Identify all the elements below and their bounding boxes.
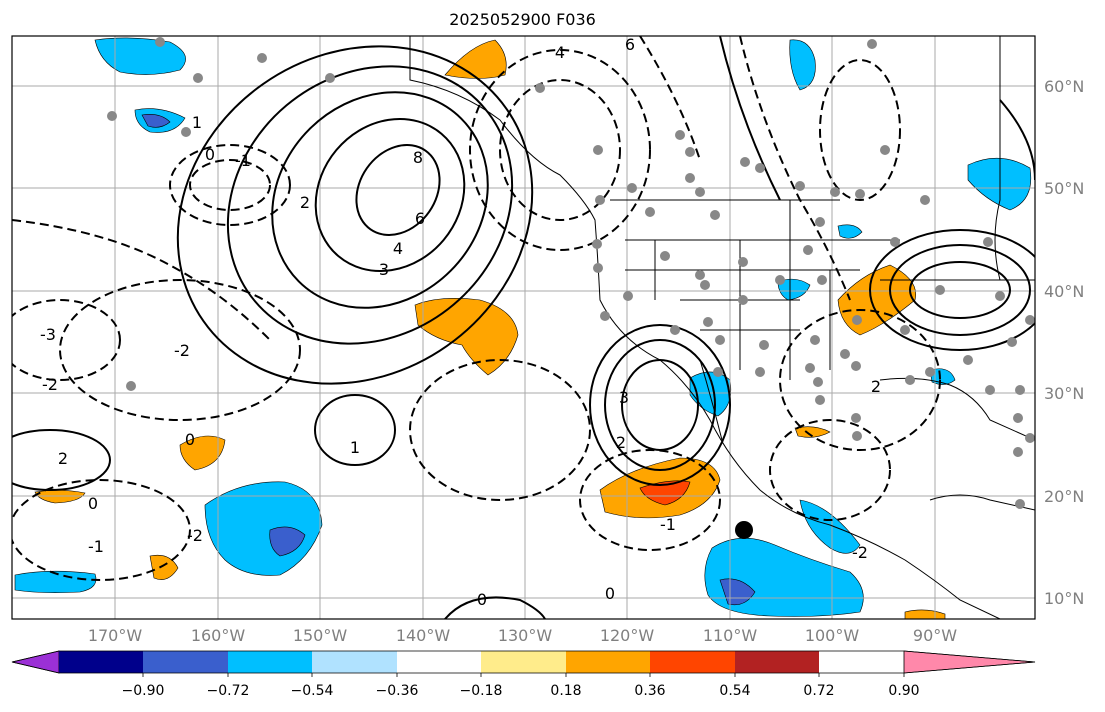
lon-label: 170°W bbox=[87, 626, 143, 645]
lat-label: 10°N bbox=[1044, 589, 1085, 608]
lon-label: 140°W bbox=[395, 626, 451, 645]
colorbar-extend-max bbox=[903, 650, 1036, 674]
shade-blue-central bbox=[777, 278, 811, 301]
colorbar-swatch bbox=[228, 651, 312, 673]
shade-orange-gulf bbox=[794, 426, 831, 438]
contour-label: 2 bbox=[616, 433, 626, 452]
lon-label: 100°W bbox=[804, 626, 860, 645]
colorbar-tick-label: −0.72 bbox=[206, 683, 250, 699]
contour-label: -2 bbox=[187, 526, 203, 545]
contour-label: 2 bbox=[300, 193, 310, 212]
contour-label: -1 bbox=[88, 537, 104, 556]
contour-label: 1 bbox=[192, 113, 202, 132]
colorbar-outline bbox=[11, 650, 1036, 674]
contour-label: 3 bbox=[619, 388, 629, 407]
colorbar-swatch bbox=[481, 651, 566, 673]
lat-label: 50°N bbox=[1044, 179, 1085, 198]
shade-blue-small-2 bbox=[929, 368, 956, 385]
contour-label: 2 bbox=[871, 377, 881, 396]
colorbar-tick-label: 0.54 bbox=[719, 683, 751, 699]
colorbar-tick-label: −0.54 bbox=[290, 683, 334, 699]
shade-orange-hawaii-1 bbox=[179, 435, 226, 471]
contour-label: 0 bbox=[205, 145, 215, 164]
colorbar-tick-label: −0.18 bbox=[459, 683, 503, 699]
contour-label: 6 bbox=[625, 35, 635, 54]
contour-label: 8 bbox=[413, 148, 423, 167]
contour-label: 0 bbox=[605, 584, 615, 603]
contour-label: -2 bbox=[852, 543, 868, 562]
map-title: 2025052900 F036 bbox=[449, 10, 596, 29]
colorbar-swatch bbox=[312, 651, 397, 673]
lon-label: 120°W bbox=[599, 626, 655, 645]
shade-blue-gulf bbox=[799, 499, 861, 554]
contour-label: 1 bbox=[350, 438, 360, 457]
colorbar-tick-label: 0.36 bbox=[634, 683, 666, 699]
solid-contours bbox=[12, 36, 1035, 619]
colorbar-tick-label: −0.36 bbox=[375, 683, 419, 699]
colorbar-swatch bbox=[566, 651, 650, 673]
colorbar-tick-label: −0.90 bbox=[121, 683, 165, 699]
colorbar-swatch bbox=[143, 651, 228, 673]
shade-purple-aleutian bbox=[141, 114, 171, 128]
shade-orange-central-pac bbox=[414, 298, 519, 376]
shade-purple-hawaii bbox=[269, 526, 306, 557]
shade-blue-east bbox=[967, 157, 1032, 211]
colorbar-swatch bbox=[735, 651, 819, 673]
colorbar-tick-label: 0.90 bbox=[888, 683, 920, 699]
dashed-contours bbox=[12, 36, 941, 581]
map-frame bbox=[11, 35, 1036, 620]
contour-label: -2 bbox=[174, 341, 190, 360]
shade-blue-canada bbox=[789, 39, 816, 91]
lon-label: 160°W bbox=[190, 626, 246, 645]
shade-blue-left-bottom bbox=[14, 570, 97, 593]
shade-blue-aleutian bbox=[94, 37, 186, 75]
graticule bbox=[12, 36, 1035, 619]
contour-label: -1 bbox=[235, 151, 251, 170]
lon-label: 110°W bbox=[702, 626, 758, 645]
storm-center-marker bbox=[735, 521, 753, 539]
contour-label: -3 bbox=[40, 325, 56, 344]
colorbar-swatch bbox=[397, 651, 481, 673]
contour-label: 4 bbox=[555, 43, 565, 62]
lon-label: 90°W bbox=[912, 626, 958, 645]
contour-label: -2 bbox=[42, 375, 58, 394]
colorbar-tick-label: 0.18 bbox=[550, 683, 582, 699]
contour-label: -1 bbox=[660, 515, 676, 534]
contour-label: 3 bbox=[379, 260, 389, 279]
shade-orange-small bbox=[149, 554, 179, 580]
colorbar-swatch bbox=[650, 651, 735, 673]
lat-label: 30°N bbox=[1044, 384, 1085, 403]
map-plot-area: 8 6 4 3 2 1 0 -1 -2 -3 3 2 -2 0 1 -1 0 6… bbox=[12, 35, 1035, 619]
shade-blue-small-1 bbox=[837, 224, 863, 239]
contour-label: 0 bbox=[88, 494, 98, 513]
contour-label: 0 bbox=[477, 590, 487, 609]
shade-red-mexico bbox=[639, 480, 691, 506]
lon-label: 150°W bbox=[292, 626, 348, 645]
shade-blue-hawaii bbox=[204, 481, 323, 576]
colorbar-extend-min bbox=[11, 650, 60, 674]
lat-label: 60°N bbox=[1044, 77, 1085, 96]
contour-label: 6 bbox=[415, 209, 425, 228]
lon-label: 130°W bbox=[497, 626, 553, 645]
lat-label: 40°N bbox=[1044, 282, 1085, 301]
lat-label: 20°N bbox=[1044, 487, 1085, 506]
colorbar-swatch bbox=[59, 651, 143, 673]
colorbar-tick-label: 0.72 bbox=[803, 683, 835, 699]
contour-label: 0 bbox=[185, 430, 195, 449]
contour-label: 4 bbox=[393, 239, 403, 258]
contour-label: 2 bbox=[58, 449, 68, 468]
contour-labels: 8 6 4 3 2 1 0 -1 -2 -3 3 2 -2 0 1 -1 0 6… bbox=[40, 35, 881, 609]
colorbar bbox=[11, 650, 1036, 677]
station-dots bbox=[107, 37, 1035, 509]
